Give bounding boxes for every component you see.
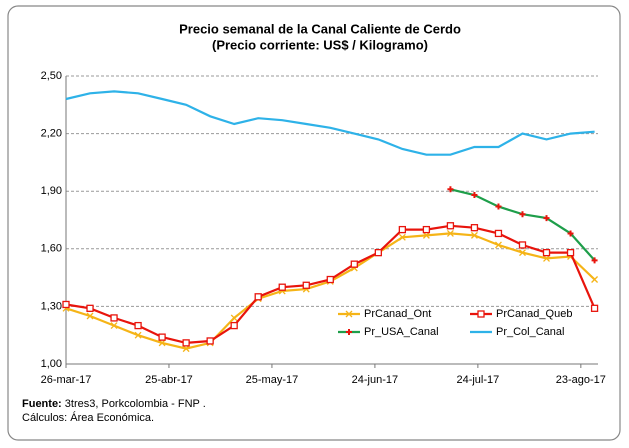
marker — [519, 249, 526, 257]
marker — [278, 283, 286, 291]
chart-subtitle: (Precio corriente: US$ / Kilogramo) — [212, 37, 428, 52]
marker — [422, 231, 430, 239]
y-tick-label: 2,50 — [41, 70, 62, 82]
marker — [519, 211, 526, 218]
marker — [230, 321, 238, 330]
marker — [110, 322, 118, 330]
source-label: Fuente: — [22, 398, 62, 410]
y-tick-label: 2,20 — [41, 128, 62, 140]
marker — [471, 192, 478, 199]
marker — [350, 260, 358, 268]
x-tick-label: 26-mar-17 — [41, 374, 92, 386]
marker — [518, 241, 527, 249]
marker — [86, 304, 94, 312]
marker — [182, 345, 190, 353]
y-tick-label: 1,00 — [41, 358, 62, 370]
marker — [158, 339, 166, 347]
legend-label: PrCanad_Ont — [364, 308, 431, 320]
marker — [206, 337, 214, 345]
marker — [110, 314, 118, 322]
marker — [591, 257, 598, 264]
marker — [302, 281, 310, 289]
marker — [543, 215, 550, 222]
marker — [374, 248, 382, 257]
y-tick-label: 1,60 — [41, 243, 62, 255]
marker — [326, 275, 334, 284]
marker — [495, 241, 502, 249]
marker — [254, 293, 262, 301]
series-line — [65, 90, 595, 156]
marker — [495, 203, 502, 210]
marker — [86, 312, 94, 320]
source: Fuente: 3tres3, Porkcolombia - FNP . — [22, 398, 206, 410]
marker — [346, 329, 352, 335]
x-tick-label: 24-jul-17 — [456, 374, 499, 386]
x-tick-label: 25-abr-17 — [145, 374, 193, 386]
x-tick-label: 23-ago-17 — [556, 374, 606, 386]
marker — [543, 254, 550, 262]
source-text: 3tres3, Porkcolombia - FNP . — [65, 398, 206, 410]
marker — [494, 229, 503, 238]
legend-label: Pr_Col_Canal — [496, 326, 564, 338]
marker — [62, 300, 70, 309]
marker — [591, 276, 599, 283]
x-tick-label: 25-may-17 — [246, 374, 299, 386]
marker — [134, 321, 142, 330]
x-tick-label: 24-jun-17 — [352, 374, 398, 386]
marker — [134, 331, 142, 339]
chart-title: Precio semanal de la Canal Caliente de C… — [179, 21, 461, 36]
marker — [158, 333, 166, 341]
marker — [345, 310, 353, 318]
marker — [398, 233, 406, 241]
marker — [422, 225, 431, 234]
marker — [567, 230, 574, 237]
notes: Cálculos: Área Económica. — [22, 411, 154, 424]
legend-label: Pr_USA_Canal — [364, 326, 439, 338]
marker — [398, 225, 407, 234]
marker — [182, 339, 190, 347]
y-tick-label: 1,90 — [41, 185, 62, 197]
legend-label: PrCanad_Queb — [496, 308, 572, 320]
marker — [446, 229, 454, 237]
frame — [7, 5, 621, 441]
marker — [470, 224, 479, 232]
y-tick-label: 1,30 — [41, 300, 62, 312]
marker — [566, 248, 575, 257]
marker — [446, 222, 455, 230]
marker — [542, 248, 551, 257]
marker — [230, 314, 238, 322]
marker — [477, 310, 485, 318]
marker — [470, 231, 478, 239]
marker — [590, 304, 599, 312]
marker — [447, 186, 454, 193]
